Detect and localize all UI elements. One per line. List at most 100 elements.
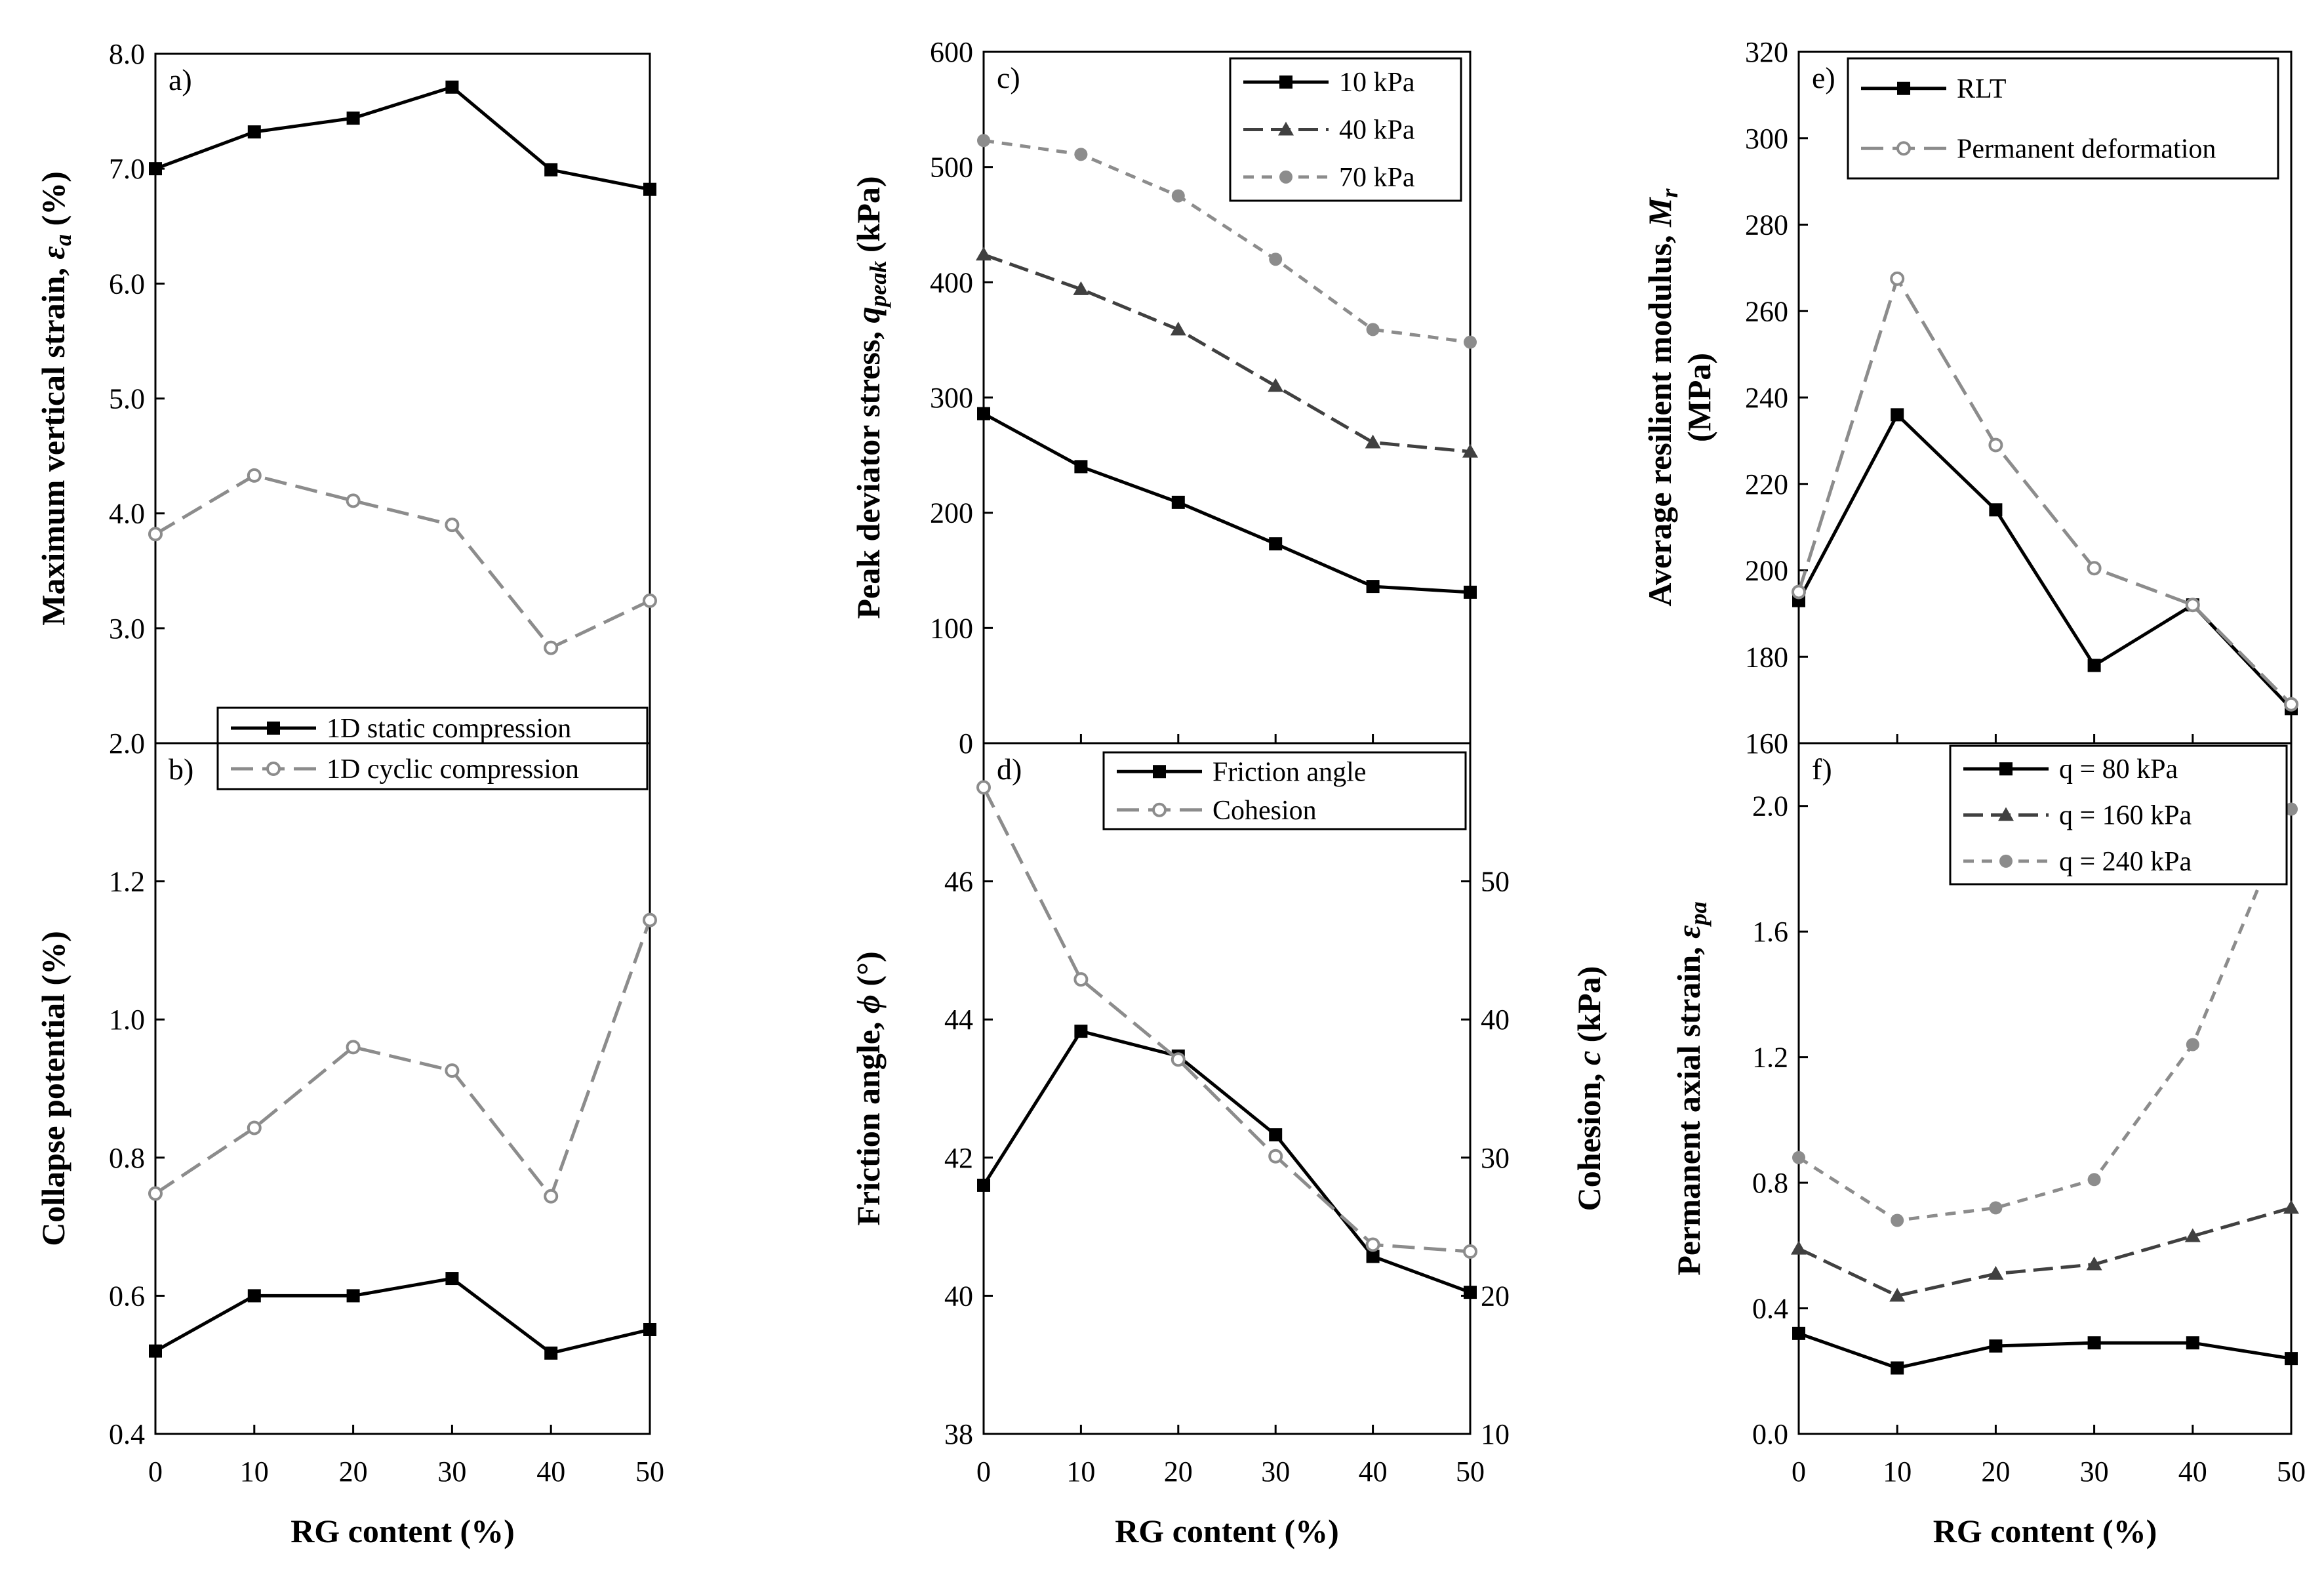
data-point — [1464, 585, 1477, 599]
panel-b: 0.4 0.6 0.8 1.0 1.2 0 10 20 30 40 50 RG content (%)… — [35, 742, 664, 1549]
legend-marker — [267, 722, 280, 735]
panel-b-frame — [154, 742, 651, 1435]
legend-marker — [1279, 170, 1292, 184]
y-tick-label: 500 — [930, 152, 973, 184]
panel-label: b) — [169, 752, 193, 786]
legend-label: 1D static compression — [327, 714, 571, 744]
y-axis-label-subscript: pa — [1685, 901, 1712, 927]
data-point — [2087, 561, 2102, 576]
series-10-kpa — [977, 407, 1477, 599]
data-point — [977, 1178, 990, 1192]
data-point — [1791, 1240, 1807, 1255]
y-tick-label: 0.0 — [1752, 1418, 1788, 1450]
data-point — [445, 80, 459, 94]
data-point — [544, 1189, 559, 1204]
legend-label: 1D cyclic compression — [327, 754, 579, 785]
y2-axis-label: Cohesion, c (kPa) — [1571, 966, 1607, 1212]
data-point — [247, 1289, 261, 1303]
y-tick-label: 40 — [944, 1280, 973, 1312]
series-1d-cyclic-compression — [148, 468, 657, 655]
y-axis-label: Average resilient modulus, Mr — [1641, 188, 1683, 606]
y-tick-label: 300 — [930, 382, 973, 414]
series-line — [1797, 277, 2293, 706]
y-axis-label-symbol: ϕ — [850, 994, 887, 1013]
y-axis-label-unit: (°) — [850, 951, 887, 994]
y-axis-label-line2: (MPa) — [1681, 353, 1717, 442]
data-point — [643, 1322, 656, 1336]
y-axis-label-main: Friction angle, — [850, 1013, 887, 1226]
data-point — [1989, 1339, 2003, 1353]
data-point — [1891, 408, 1904, 422]
series-line — [983, 138, 1471, 344]
series-line — [982, 786, 1471, 1254]
y-axis-label: Friction angle, ϕ (°) — [850, 951, 887, 1225]
y-axis-label: Permanent axial strain, εpa — [1670, 901, 1712, 1275]
data-point — [1462, 443, 1478, 458]
data-point — [544, 640, 559, 655]
x-tick-label: 0 — [148, 1456, 163, 1488]
y-tick-label: 0.4 — [1752, 1293, 1788, 1325]
panel-d-frame — [982, 742, 1472, 1435]
legend-box — [216, 706, 649, 790]
y-tick-label: 260 — [1745, 295, 1788, 327]
x-tick-label: 20 — [339, 1456, 368, 1488]
legend-label: RLT — [1957, 74, 2006, 104]
y-tick-label: 0.8 — [109, 1142, 145, 1174]
y-tick-label: 400 — [930, 266, 973, 298]
data-point — [976, 247, 992, 261]
data-point — [149, 1344, 162, 1358]
y2-axis-label-symbol: c — [1571, 1051, 1607, 1065]
y-tick-label: 200 — [930, 497, 973, 529]
data-point — [1988, 438, 2003, 453]
y-tick-label: 0.4 — [109, 1418, 145, 1450]
series-line — [154, 474, 651, 650]
x-tick-label: 40 — [2178, 1456, 2207, 1488]
data-point — [247, 468, 262, 483]
y-tick-label: 280 — [1745, 209, 1788, 241]
y-tick-label: 1.6 — [1752, 916, 1788, 948]
data-point — [1365, 434, 1381, 449]
series-q-240-kpa — [1792, 802, 2298, 1227]
y-tick-label: 2.0 — [109, 727, 145, 760]
legend-marker — [1152, 802, 1167, 817]
y2-tick-label: 10 — [1481, 1418, 1510, 1450]
data-point — [1889, 1288, 1906, 1302]
data-point — [1989, 503, 2003, 517]
data-point — [1268, 378, 1284, 392]
y2-tick-label: 40 — [1481, 1004, 1510, 1036]
legend-marker — [1998, 807, 2014, 821]
data-point — [2087, 1173, 2101, 1187]
data-point — [346, 1040, 361, 1055]
y-tick-label: 42 — [944, 1142, 973, 1174]
data-point — [1171, 1052, 1186, 1067]
data-point — [544, 163, 558, 176]
panel-label: c) — [997, 61, 1020, 94]
data-point — [445, 1063, 460, 1078]
y-axis-label-symbol: q — [850, 307, 887, 323]
legend-label: q = 80 kPa — [2059, 754, 2178, 785]
legend-box — [1847, 57, 2279, 180]
y-tick-label: 180 — [1745, 641, 1788, 673]
legend-label: Permanent deformation — [1957, 134, 2216, 164]
y-tick-label: 220 — [1745, 468, 1788, 500]
y-tick-label: 160 — [1745, 727, 1788, 760]
y-axis-label-main: Permanent axial strain, — [1670, 939, 1707, 1276]
data-point — [2285, 802, 2298, 816]
y-tick-label: 600 — [930, 36, 973, 68]
data-point — [1171, 189, 1185, 203]
y-tick-label: 1.0 — [109, 1004, 145, 1036]
data-point — [2087, 659, 2101, 672]
x-axis-label: RG content (%) — [290, 1513, 515, 1549]
y-axis-label-symbol: ε — [1670, 925, 1707, 939]
y-tick-label: 8.0 — [109, 38, 145, 70]
x-tick-label: 10 — [1066, 1456, 1095, 1488]
panel-e: 160 180 200 220 240 260 280 300 320 Average resil… — [1641, 36, 2298, 760]
data-point — [445, 1272, 459, 1286]
x-tick-label: 10 — [240, 1456, 269, 1488]
data-point — [1170, 321, 1186, 336]
legend-label: q = 160 kPa — [2059, 801, 2192, 831]
data-point — [1463, 1244, 1477, 1259]
data-point — [346, 1289, 360, 1303]
legend-marker — [1896, 141, 1911, 156]
y-tick-label: 200 — [1745, 555, 1788, 587]
